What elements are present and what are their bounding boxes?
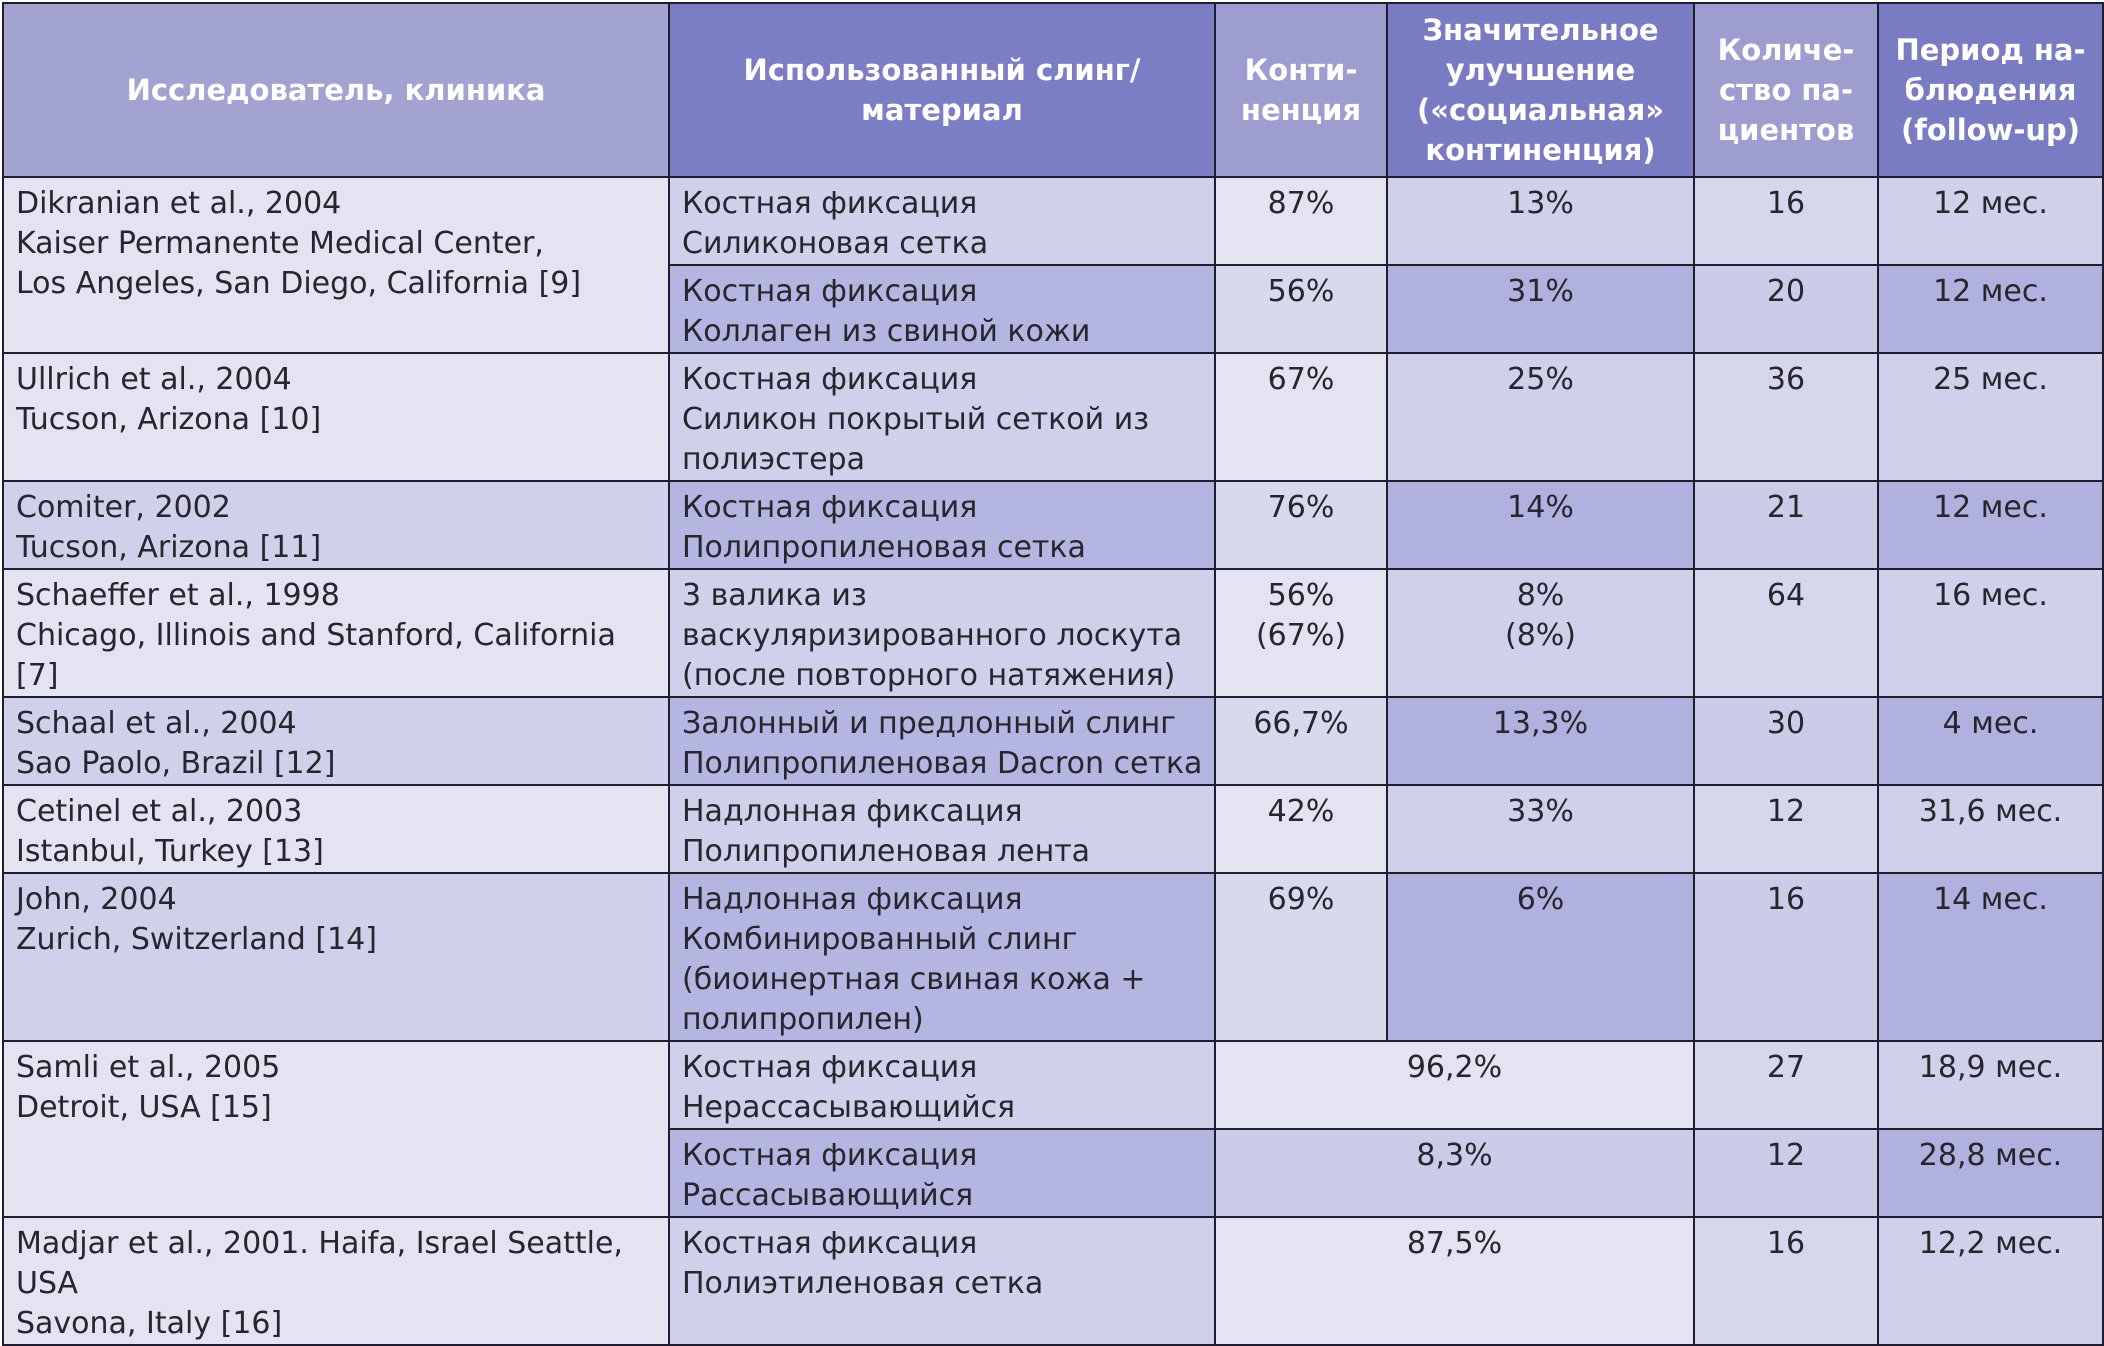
table-row: Samli et al., 2005 Detroit, USA [15] Кост…	[2, 1040, 2104, 1218]
followup-cell: 12 мес.	[1877, 264, 2104, 354]
improvement-cell: 33%	[1386, 784, 1695, 874]
continence-cell: 87%	[1214, 176, 1388, 266]
table-row: Comiter, 2002 Tucson, Arizona [11] Костна…	[2, 480, 2104, 570]
patients-cell: 21	[1693, 480, 1879, 570]
improvement-cell: 8% (8%)	[1386, 568, 1695, 698]
patients-cell: 64	[1693, 568, 1879, 698]
header-row: Исследователь, клиника Использованный сл…	[2, 2, 2104, 178]
table-row: Schaeffer et al., 1998 Chicago, Illinois …	[2, 568, 2104, 698]
researcher-cell: Schaeffer et al., 1998 Chicago, Illinois …	[2, 568, 670, 698]
researcher-cell: Schaal et al., 2004 Sao Paolo, Brazil [12…	[2, 696, 670, 786]
researcher-cell: Samli et al., 2005 Detroit, USA [15]	[2, 1040, 670, 1218]
table-row: Костная фиксация Коллаген из свиной кожи …	[3, 264, 2104, 354]
followup-cell: 14 мес.	[1877, 872, 2104, 1042]
followup-cell: 18,9 мес.	[1877, 1040, 2104, 1130]
researcher-cell: Comiter, 2002 Tucson, Arizona [11]	[2, 480, 670, 570]
table-row: Костная фиксация Рассасывающийся 8,3% 12 …	[3, 1128, 2104, 1218]
improvement-cell: 25%	[1386, 352, 1695, 482]
header-sling: Использованный слинг/материал	[668, 2, 1216, 178]
improvement-cell: 31%	[1386, 264, 1695, 354]
table-row: Dikranian et al., 2004 Kaiser Permanente …	[2, 176, 2104, 354]
patients-cell: 16	[1693, 872, 1879, 1042]
patients-cell: 36	[1693, 352, 1879, 482]
combined-continence-cell: 96,2%	[1214, 1040, 1695, 1130]
researcher-cell: John, 2004 Zurich, Switzerland [14]	[2, 872, 670, 1042]
researcher-cell: Madjar et al., 2001. Haifa, Israel Seatt…	[2, 1216, 670, 1346]
sling-cell: Костная фиксация Нерассасывающийся	[668, 1040, 1216, 1130]
header-improvement: Значительное улучшение («социальная» контин…	[1386, 2, 1695, 178]
sling-cell: Надлонная фиксация Комбинированный слинг(…	[668, 872, 1216, 1042]
followup-cell: 16 мес.	[1877, 568, 2104, 698]
sling-cell: Костная фиксация Коллаген из свиной кожи	[668, 264, 1216, 354]
header-followup: Период на-блюдения (follow-up)	[1877, 2, 2104, 178]
header-researcher: Исследователь, клиника	[2, 2, 670, 178]
sling-cell: Костная фиксация Силиконовая сетка	[668, 176, 1216, 266]
combined-continence-cell: 87,5%	[1214, 1216, 1695, 1346]
sling-cell: Костная фиксация Силикон покрытый сеткой …	[668, 352, 1216, 482]
improvement-cell: 13%	[1386, 176, 1695, 266]
followup-cell: 12,2 мес.	[1877, 1216, 2104, 1346]
table-row: John, 2004 Zurich, Switzerland [14] Надло…	[2, 872, 2104, 1042]
followup-cell: 12 мес.	[1877, 176, 2104, 266]
patients-cell: 27	[1693, 1040, 1879, 1130]
patients-cell: 12	[1693, 1128, 1879, 1218]
table-row: Ullrich et al., 2004 Tucson, Arizona [10]…	[2, 352, 2104, 482]
improvement-cell: 14%	[1386, 480, 1695, 570]
sling-cell: 3 валика из васкуляризированного лоскута(…	[668, 568, 1216, 698]
patients-cell: 12	[1693, 784, 1879, 874]
table-row: Schaal et al., 2004 Sao Paolo, Brazil [12…	[2, 696, 2104, 786]
continence-cell: 67%	[1214, 352, 1388, 482]
improvement-cell: 13,3%	[1386, 696, 1695, 786]
followup-cell: 25 мес.	[1877, 352, 2104, 482]
sling-cell: Залонный и предлонный слинг Полипропилено…	[668, 696, 1216, 786]
followup-cell: 12 мес.	[1877, 480, 2104, 570]
header-patients: Количе-ство па-циентов	[1693, 2, 1879, 178]
header-continence: Конти-ненция	[1214, 2, 1388, 178]
patients-cell: 30	[1693, 696, 1879, 786]
continence-cell: 76%	[1214, 480, 1388, 570]
table-row: Cetinel et al., 2003 Istanbul, Turkey [13…	[2, 784, 2104, 874]
researcher-cell: Cetinel et al., 2003 Istanbul, Turkey [13…	[2, 784, 670, 874]
improvement-cell: 6%	[1386, 872, 1695, 1042]
followup-cell: 31,6 мес.	[1877, 784, 2104, 874]
researcher-cell: Dikranian et al., 2004 Kaiser Permanente …	[2, 176, 670, 354]
continence-cell: 56% (67%)	[1214, 568, 1388, 698]
sling-cell: Костная фиксация Рассасывающийся	[668, 1128, 1216, 1218]
continence-cell: 69%	[1214, 872, 1388, 1042]
continence-cell: 56%	[1214, 264, 1388, 354]
sling-cell: Костная фиксация Полиэтиленовая сетка	[668, 1216, 1216, 1346]
sling-cell: Надлонная фиксация Полипропиленовая лента	[668, 784, 1216, 874]
combined-continence-cell: 8,3%	[1214, 1128, 1695, 1218]
followup-cell: 28,8 мес.	[1877, 1128, 2104, 1218]
researcher-cell: Ullrich et al., 2004 Tucson, Arizona [10]	[2, 352, 670, 482]
continence-cell: 66,7%	[1214, 696, 1388, 786]
followup-cell: 4 мес.	[1877, 696, 2104, 786]
patients-cell: 16	[1693, 176, 1879, 266]
continence-cell: 42%	[1214, 784, 1388, 874]
sling-cell: Костная фиксация Полипропиленовая сетка	[668, 480, 1216, 570]
table-row: Madjar et al., 2001. Haifa, Israel Seatt…	[2, 1216, 2104, 1346]
patients-cell: 16	[1693, 1216, 1879, 1346]
patients-cell: 20	[1693, 264, 1879, 354]
